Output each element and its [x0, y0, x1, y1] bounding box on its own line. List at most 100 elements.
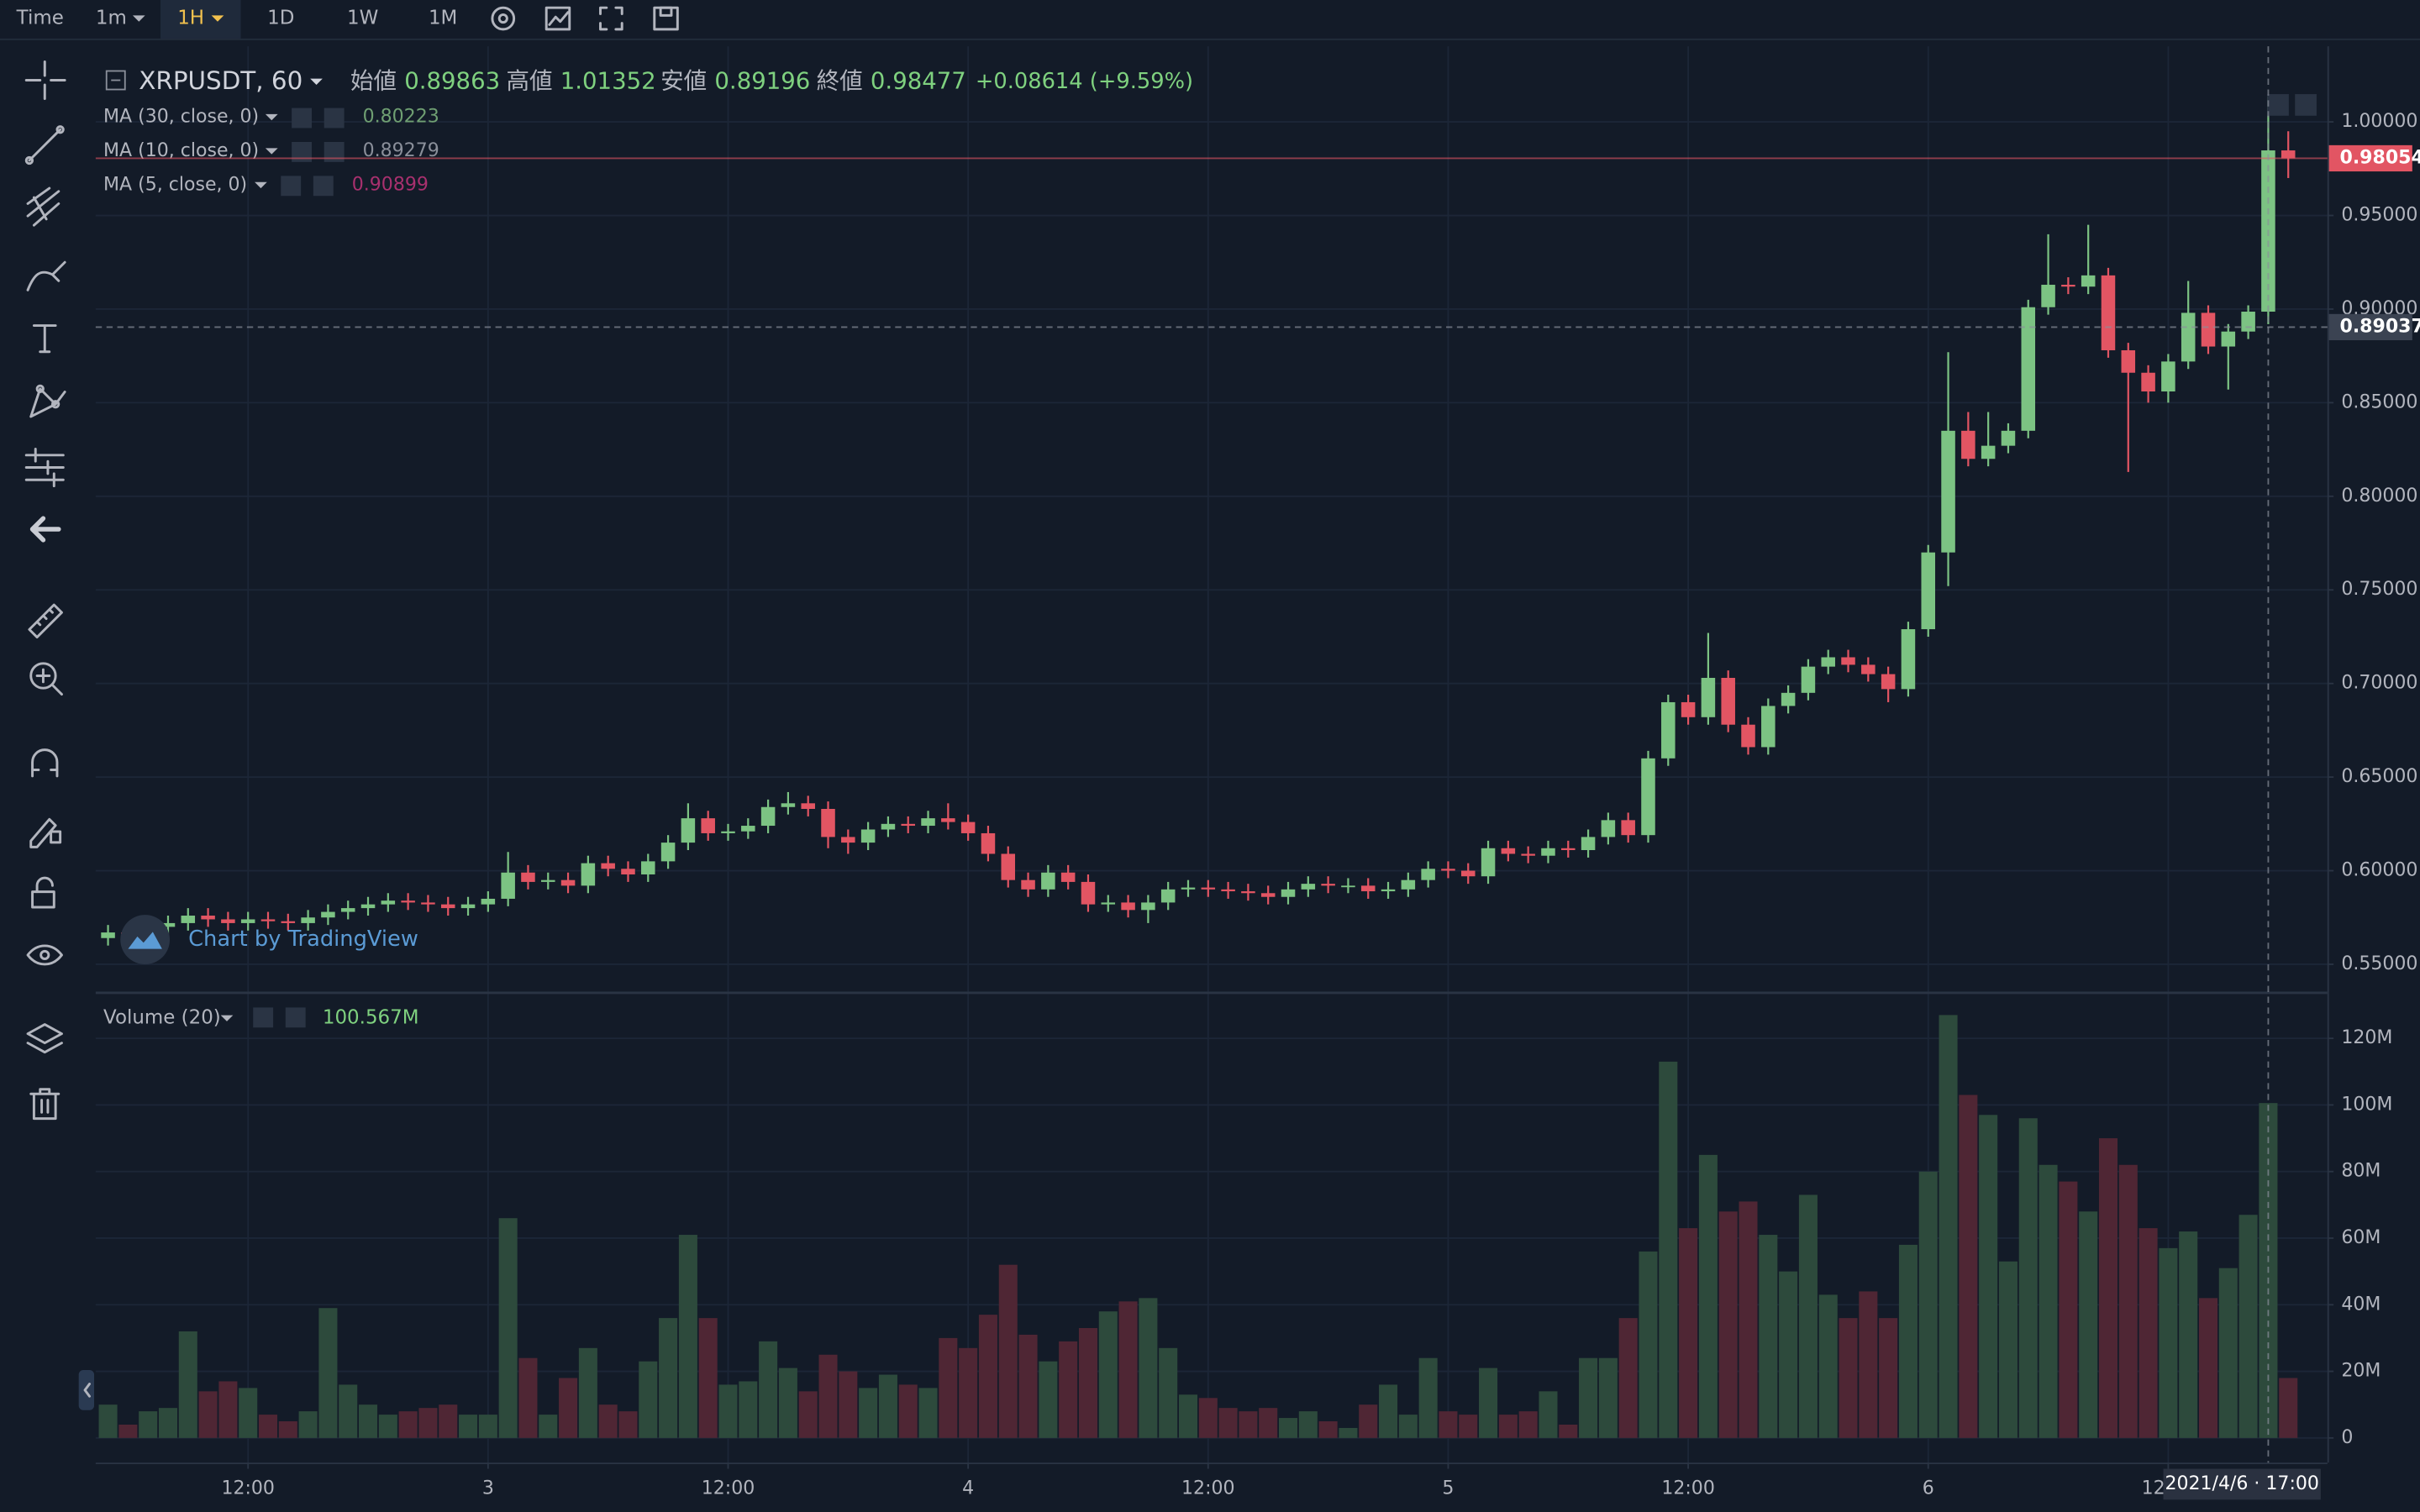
volume-bar	[1239, 1411, 1258, 1438]
candle-body	[1421, 869, 1435, 880]
volume-bar	[1059, 1341, 1078, 1438]
volume-bar	[978, 1315, 997, 1438]
volume-bar	[1039, 1361, 1058, 1438]
volume-bar	[1898, 1244, 1918, 1438]
volume-bar	[1559, 1424, 1578, 1438]
candle-body	[701, 818, 715, 833]
interval-active	[160, 0, 241, 39]
volume-bar	[239, 1388, 258, 1438]
volume-bar	[1779, 1271, 1798, 1438]
close-icon[interactable]	[324, 141, 345, 162]
scroll-handle[interactable]	[78, 1370, 95, 1410]
volume-bar	[1579, 1357, 1598, 1438]
interval-button[interactable]: 1H	[177, 8, 204, 29]
symbol: XRPUSDT, 60	[139, 66, 302, 95]
watermark: Chart by TradingView	[188, 927, 418, 952]
interval-button[interactable]: 1M	[429, 8, 457, 29]
x-tick-label: 12:00	[702, 1478, 755, 1499]
pane-button[interactable]	[2267, 94, 2289, 116]
volume-bar	[898, 1384, 918, 1438]
volume-bar	[2018, 1118, 2038, 1438]
volume-bar	[1679, 1228, 1698, 1438]
candle-body	[881, 823, 896, 830]
caret	[132, 15, 145, 22]
time-button[interactable]: Time	[16, 8, 64, 29]
settings-icon[interactable]	[253, 1007, 274, 1028]
volume-bar	[1818, 1294, 1838, 1438]
candle-body	[421, 902, 435, 905]
x-tick-label: 5	[1442, 1478, 1454, 1499]
volume-bar	[918, 1388, 938, 1438]
volume-bar	[998, 1264, 1018, 1438]
interval-button[interactable]: 1m	[96, 8, 127, 29]
volume-bar	[839, 1371, 858, 1438]
interval-button[interactable]: 1D	[267, 8, 294, 29]
left-toolbar[interactable]	[24, 60, 66, 1121]
volume-bar	[1939, 1015, 1958, 1438]
ohlc-value: 0.89196	[714, 67, 810, 94]
candle-body	[101, 932, 115, 938]
volume-bar	[1098, 1311, 1118, 1438]
volume-bar	[739, 1381, 758, 1438]
volume-bar	[678, 1235, 697, 1438]
volume-bar	[2079, 1211, 2098, 1438]
volume-bar	[1598, 1357, 1618, 1438]
candle-body	[240, 919, 255, 923]
volume-value: 100.567M	[323, 1007, 419, 1029]
volume-bar	[258, 1415, 278, 1438]
volume-bar	[1218, 1408, 1238, 1438]
close-icon[interactable]	[324, 108, 345, 129]
candle-body	[340, 908, 355, 912]
x-tick-label: 6	[1923, 1478, 1934, 1499]
volume-bar	[1318, 1421, 1338, 1438]
volume-bar	[1518, 1411, 1538, 1438]
candle-body	[1101, 902, 1116, 905]
volume-bar	[498, 1218, 518, 1438]
volume-bar	[359, 1404, 378, 1438]
volume-bar	[1379, 1384, 1398, 1438]
candle-body	[2061, 284, 2075, 287]
volume-bar	[1439, 1411, 1458, 1438]
candle-body	[721, 831, 735, 833]
ohlc-label: 高値	[506, 67, 552, 94]
volume-bar	[398, 1411, 418, 1438]
settings-icon[interactable]	[292, 141, 313, 162]
candle-body	[681, 818, 696, 843]
volume-bar	[1118, 1301, 1138, 1438]
candle-body	[821, 808, 835, 837]
top-toolbar	[0, 0, 2420, 39]
x-tick-label: 12:00	[1181, 1478, 1234, 1499]
y-tick-label: 0.75000	[2341, 579, 2417, 600]
candle-body	[941, 818, 955, 822]
candle-body	[201, 916, 215, 920]
candle-body	[1521, 853, 1535, 856]
close-icon[interactable]	[285, 1007, 306, 1028]
candle-body	[2221, 331, 2236, 347]
candle-body	[1181, 887, 1196, 890]
volume-bar	[618, 1411, 638, 1438]
collapse-icon[interactable]	[105, 70, 126, 91]
y2-tick-label: 120M	[2341, 1027, 2392, 1048]
candle-body	[1881, 674, 1896, 690]
settings-icon[interactable]	[281, 176, 302, 197]
marks	[98, 96, 2298, 1438]
settings-icon[interactable]	[292, 108, 313, 129]
close-icon[interactable]	[313, 176, 334, 197]
volume-bar	[1759, 1235, 1778, 1438]
caret	[220, 1015, 234, 1021]
y-tick-label: 0.95000	[2341, 205, 2417, 226]
y-tick-label: 0.55000	[2341, 953, 2417, 974]
volume-bar	[1998, 1261, 2018, 1438]
candle-body	[540, 879, 555, 882]
interval-button[interactable]: 1W	[347, 8, 378, 29]
toolbar-icons[interactable]	[491, 6, 679, 31]
pane-button[interactable]	[2295, 94, 2317, 116]
x-tick-label: 12:00	[221, 1478, 275, 1499]
volume-bar	[818, 1354, 838, 1438]
candle-body	[501, 872, 515, 899]
candle-body	[901, 823, 915, 827]
watermark-logo	[128, 932, 162, 949]
volume-bar	[518, 1357, 538, 1438]
volume-bar	[439, 1404, 458, 1438]
